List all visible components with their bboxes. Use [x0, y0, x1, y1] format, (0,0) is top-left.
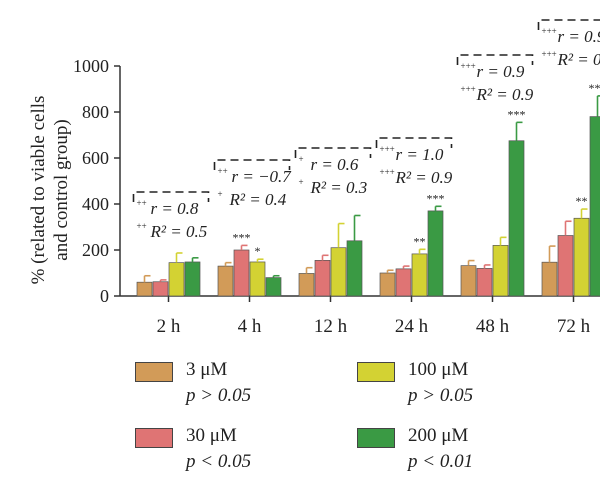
significance-label: *** — [589, 81, 600, 95]
significance-label: *** — [508, 107, 526, 121]
y-tick-label: 200 — [82, 240, 109, 260]
annotation-r2-significance: + — [299, 177, 304, 187]
y-axis-title: % (related to viable cells and control g… — [28, 96, 72, 285]
legend-label: 3 μM — [186, 359, 228, 380]
significance-label: ** — [414, 234, 426, 248]
bar — [136, 281, 153, 297]
legend-swatch — [135, 362, 173, 382]
annotation-r-significance: ++ — [218, 166, 228, 176]
annotation-r: r = 0.6 — [311, 155, 359, 174]
bar — [411, 253, 428, 297]
annotation-r2-significance: + — [218, 189, 223, 199]
x-tick-label: 24 h — [395, 316, 429, 337]
annotation-bracket — [294, 147, 372, 158]
x-tick-label: 4 h — [238, 316, 262, 337]
legend-label: 200 μM — [408, 425, 469, 446]
annotation-r-significance: +++ — [380, 144, 395, 154]
x-tick-label: 48 h — [476, 316, 510, 337]
annotation-r2: R² = 0.9 — [557, 50, 600, 69]
annotation-bracket — [456, 54, 534, 65]
bar — [249, 261, 266, 297]
y-tick-label: 600 — [82, 148, 109, 168]
y-tick-label: 0 — [100, 286, 109, 306]
bar — [330, 247, 347, 297]
y-tick-label: 800 — [82, 102, 109, 122]
x-tick-label: 72 h — [557, 316, 591, 337]
annotation-r2: R² = 0.4 — [229, 190, 287, 209]
legend-p-value: p > 0.05 — [186, 385, 252, 406]
bar — [379, 272, 396, 297]
significance-label: * — [255, 244, 261, 258]
annotation-r: r = 0.9 — [477, 62, 525, 81]
y-axis-title-line1: % (related to viable cells — [28, 96, 49, 285]
legend-p-value: p < 0.05 — [186, 451, 252, 472]
legend-p-value: p < 0.01 — [408, 451, 474, 472]
annotation-r: r = 0.8 — [151, 199, 199, 218]
annotation-r2: R² = 0.3 — [310, 178, 368, 197]
legend-swatch — [357, 428, 395, 448]
bar — [492, 245, 509, 297]
bar — [217, 265, 234, 297]
bar — [298, 273, 315, 297]
annotation-r-significance: ++ — [137, 198, 147, 208]
annotation-r2-significance: +++ — [461, 84, 476, 94]
annotation-r2: R² = 0.9 — [395, 168, 453, 187]
legend-label: 30 μM — [186, 425, 237, 446]
bar — [395, 268, 412, 297]
bar — [460, 265, 477, 297]
annotation-bracket — [537, 19, 600, 30]
y-axis-title-line2: and control group) — [51, 119, 72, 260]
x-tick-label: 12 h — [314, 316, 348, 337]
legend-p-value: p > 0.05 — [408, 385, 474, 406]
annotation-r-significance: +++ — [461, 61, 476, 71]
bar — [541, 261, 558, 297]
bar — [184, 261, 201, 297]
bar — [557, 235, 574, 297]
significance-label: *** — [427, 191, 445, 205]
bar-chart: % (related to viable cells and control g… — [28, 19, 600, 337]
bar — [589, 116, 600, 297]
annotation-r2-significance: ++ — [137, 221, 147, 231]
x-tick-label: 2 h — [157, 316, 181, 337]
bar — [168, 262, 185, 297]
legend-swatch — [135, 428, 173, 448]
bar — [573, 217, 590, 297]
annotation-r2: R² = 0.5 — [150, 222, 208, 241]
annotation-bracket — [132, 191, 210, 202]
bar — [346, 240, 363, 297]
annotation-r: r = −0.7 — [232, 167, 293, 186]
annotation-r2-significance: +++ — [380, 167, 395, 177]
annotation-r2: R² = 0.9 — [476, 85, 534, 104]
annotation-bracket — [375, 137, 453, 148]
bar — [152, 281, 169, 297]
bar — [476, 268, 493, 297]
y-tick-label: 1000 — [73, 56, 109, 76]
bar — [314, 260, 331, 297]
annotation-r-significance: +++ — [542, 26, 557, 36]
y-tick-label: 400 — [82, 194, 109, 214]
legend-swatch — [357, 362, 395, 382]
annotation-r: r = 0.9 — [558, 27, 600, 46]
bar — [233, 249, 250, 297]
legend-label: 100 μM — [408, 359, 469, 380]
annotation-r2-significance: +++ — [542, 49, 557, 59]
annotation-r: r = 1.0 — [396, 145, 444, 164]
significance-label: ** — [576, 194, 588, 208]
bar — [427, 210, 444, 297]
significance-label: *** — [233, 230, 251, 244]
bar — [265, 277, 282, 297]
annotation-bracket — [213, 159, 291, 170]
annotation-r-significance: + — [299, 154, 304, 164]
bar — [508, 140, 525, 297]
